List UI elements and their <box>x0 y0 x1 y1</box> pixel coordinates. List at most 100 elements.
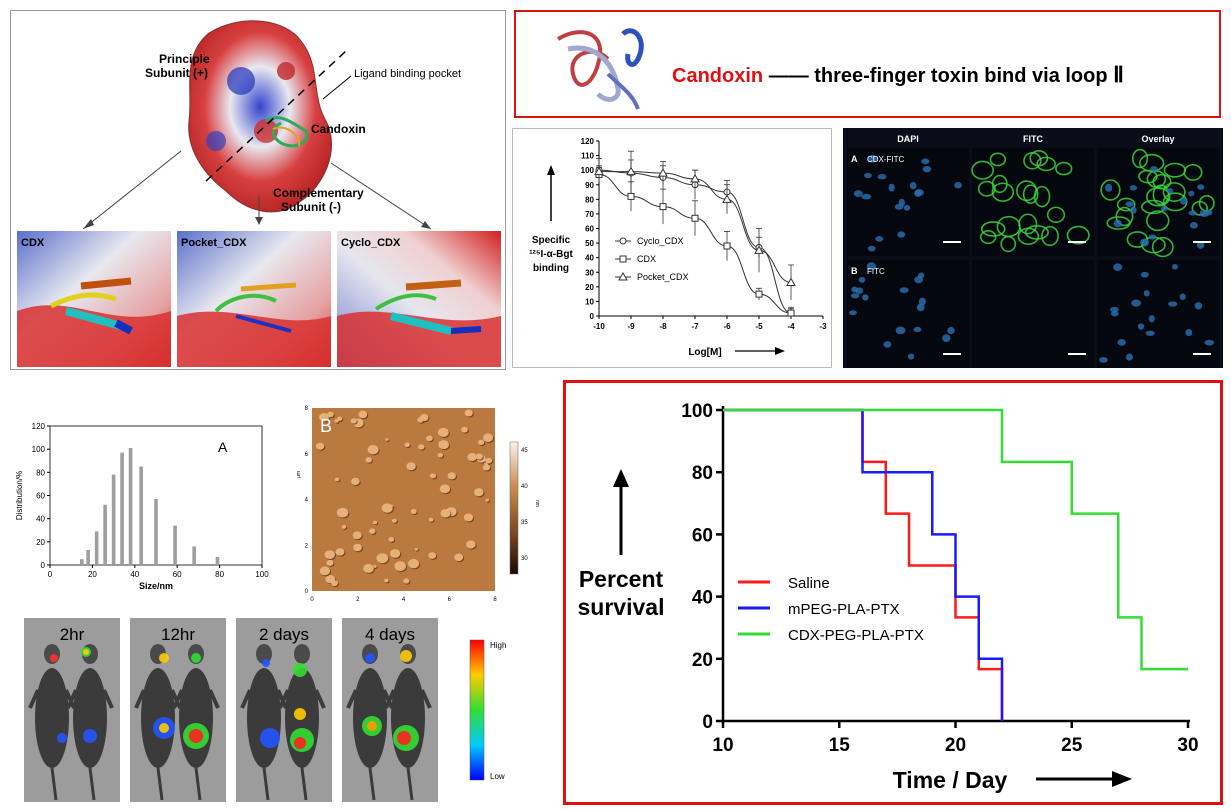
afm-y-tick: 8 <box>305 406 309 412</box>
afm-particle <box>461 426 468 433</box>
afm-x-tick: 0 <box>310 597 314 603</box>
afm-particle <box>335 548 345 556</box>
binding-point <box>755 290 763 298</box>
binding-y-tick: 0 <box>590 312 595 321</box>
afm-particle <box>483 433 494 442</box>
size-y-tick: 0 <box>41 561 46 570</box>
afm-particle <box>353 543 362 552</box>
binding-point <box>691 214 699 222</box>
micro-column-header: FITC <box>1023 134 1043 144</box>
afm-cbar-tick: 30 <box>521 556 528 562</box>
afm-particle <box>327 411 334 418</box>
binding-y-tick: 40 <box>585 254 594 263</box>
binding-y-tick: 50 <box>585 239 594 248</box>
size-bar <box>192 546 196 565</box>
afm-particle <box>475 453 483 460</box>
afm-y-tick: 0 <box>305 589 309 595</box>
imaging-frame: 12hr <box>130 618 226 802</box>
size-y-tick: 100 <box>32 445 46 454</box>
size-y-tick: 40 <box>36 515 45 524</box>
size-x-tick: 60 <box>173 570 182 579</box>
binding-y-tick: 30 <box>585 268 594 277</box>
intensity-scale: High Low <box>460 636 520 786</box>
binding-x-tick: -5 <box>755 322 763 331</box>
timepoint-label: 2hr <box>60 625 85 644</box>
binding-point <box>754 245 764 254</box>
micro-cell <box>1097 260 1219 368</box>
afm-particle <box>428 552 437 559</box>
survival-x-tick: 30 <box>1177 735 1198 756</box>
afm-particle <box>352 531 362 540</box>
binding-y-tick: 10 <box>585 297 594 306</box>
afm-particle <box>437 452 444 458</box>
docking-illustration: Principle Subunit (+) Ligand binding poc… <box>17 20 501 367</box>
binding-y-label: Specific <box>532 235 571 246</box>
signal-spot <box>294 737 306 749</box>
afm-cbar-tick: 35 <box>521 520 528 526</box>
signal-spot <box>367 721 377 731</box>
size-bar <box>154 498 158 565</box>
afm-particle <box>394 561 406 572</box>
signal-spot <box>260 728 280 748</box>
size-x-tick: 40 <box>130 570 139 579</box>
microscopy-panel: DAPI FITC Overlay A CDX-FITC B FITC <box>843 128 1223 368</box>
afm-colorbar <box>509 441 519 575</box>
afm-particle <box>410 508 417 515</box>
subpanel-pocket-cdx: Pocket_CDX <box>177 231 331 367</box>
size-bar <box>103 504 107 565</box>
size-x-tick: 80 <box>215 570 224 579</box>
afm-particle <box>407 558 420 569</box>
afm-particle <box>464 409 473 417</box>
afm-particle <box>391 518 397 523</box>
micro-row-letter: B <box>851 266 858 276</box>
afm-x-tick: 8 <box>493 597 497 603</box>
binding-point <box>723 242 731 250</box>
signal-spot <box>262 659 270 667</box>
binding-point <box>627 192 635 200</box>
binding-y-tick: 100 <box>581 166 595 175</box>
title-box: Candoxin —— three-finger toxin bind via … <box>514 10 1221 118</box>
afm-particle <box>390 549 401 558</box>
binding-y-label: ¹²⁵I-α-Bgt <box>529 249 573 260</box>
binding-x-tick: -8 <box>659 322 667 331</box>
scale-low-label: Low <box>490 772 505 781</box>
afm-particle <box>376 553 389 564</box>
size-bar <box>215 556 220 565</box>
afm-panel-letter: B <box>320 416 332 436</box>
size-x-label: Size/nm <box>139 581 173 591</box>
binding-x-tick: -10 <box>593 322 605 331</box>
binding-y-tick: 20 <box>585 283 594 292</box>
afm-particle <box>319 566 331 576</box>
signal-spot <box>50 654 58 662</box>
binding-x-tick: -9 <box>627 322 635 331</box>
afm-cbar-tick: 45 <box>521 448 528 454</box>
survival-y-tick: 20 <box>692 650 713 671</box>
afm-particle <box>365 457 372 463</box>
afm-y-tick: 4 <box>305 498 309 504</box>
micro-column-header: Overlay <box>1141 134 1174 144</box>
afm-particle <box>350 418 357 424</box>
afm-surface <box>312 408 495 591</box>
survival-y-tick: 40 <box>692 588 713 609</box>
subpanel-cdx-label: CDX <box>21 237 45 249</box>
binding-legend-marker <box>619 237 627 245</box>
size-y-tick: 60 <box>36 492 45 501</box>
survival-chart: 0 20 40 60 80 100 10 15 20 25 30 Saline mPEG-PLA-PTX… <box>578 401 1199 793</box>
title-loop-numeral: Ⅱ <box>1113 62 1124 87</box>
afm-particle <box>318 412 330 422</box>
binding-point <box>659 203 667 211</box>
afm-particle <box>482 464 491 471</box>
micro-cell <box>1097 148 1219 258</box>
afm-particle <box>467 453 477 462</box>
micro-row-label: CDX-FITC <box>867 155 905 164</box>
signal-spot <box>293 663 307 677</box>
afm-cbar-tick: 40 <box>521 484 528 490</box>
binding-legend-marker <box>618 271 628 281</box>
binding-y-tick: 80 <box>585 195 594 204</box>
principle-label: Principle <box>159 52 210 66</box>
afm-particle <box>447 472 456 480</box>
afm-particle <box>419 413 429 422</box>
afm-particle <box>381 503 393 513</box>
binding-chart-panel: 0 10 20 30 40 50 60 70 80 90 100 110 120 -10 -9 -8 -7 -6 -… <box>512 128 832 368</box>
survival-y-tick: 80 <box>692 463 713 484</box>
